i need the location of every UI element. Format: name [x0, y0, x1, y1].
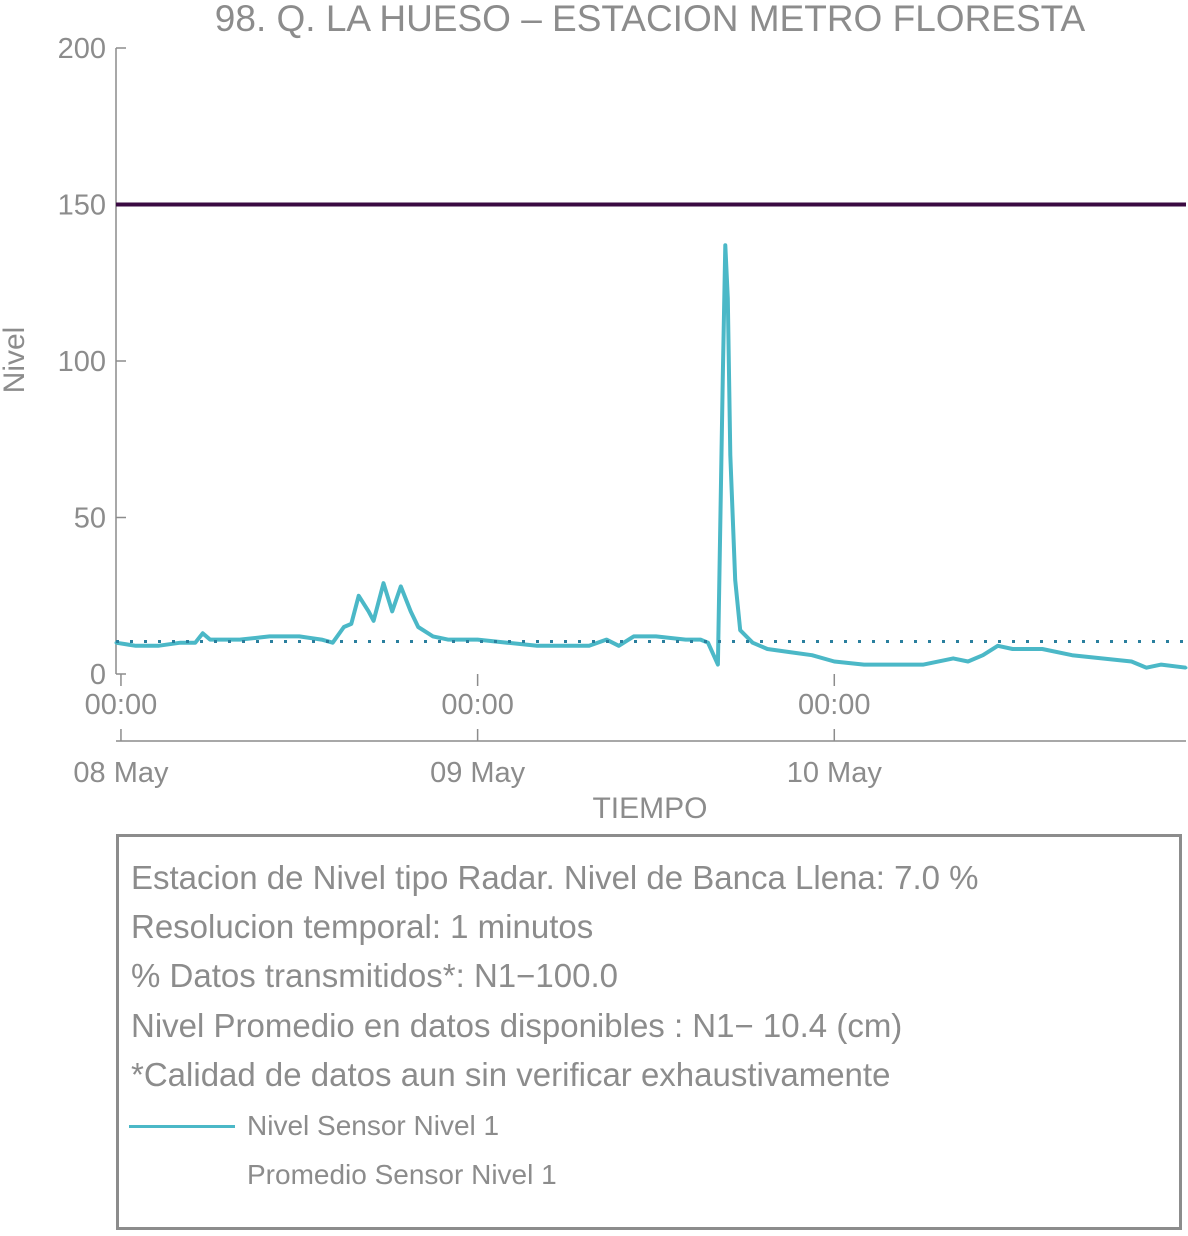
legend-label-nivel: Nivel Sensor Nivel 1 — [247, 1110, 500, 1141]
level-data-point — [320, 638, 324, 642]
level-data-point — [342, 625, 346, 629]
level-data-point — [201, 631, 205, 635]
level-data-point — [416, 625, 420, 629]
level-data-point — [331, 641, 335, 645]
x-tick-date-label: 09 May — [430, 757, 526, 789]
level-data-point — [738, 628, 742, 632]
level-data-point — [1144, 666, 1148, 670]
level-data-point — [617, 644, 621, 648]
level-data-point — [684, 638, 688, 642]
level-data-point — [765, 647, 769, 651]
level-data-point — [357, 594, 361, 598]
level-data-point — [981, 653, 985, 657]
level-data-point — [409, 609, 413, 613]
info-line-station: Estacion de Nivel tipo Radar. Nivel de B… — [131, 859, 979, 896]
level-data-point — [399, 584, 403, 588]
level-data-point — [390, 609, 394, 613]
y-tick-label: 200 — [58, 33, 106, 65]
level-data-point — [156, 644, 160, 648]
level-data-point — [733, 578, 737, 582]
level-data-point — [1159, 663, 1163, 667]
info-line-average: Nivel Promedio en datos disponibles : N1… — [131, 1007, 903, 1044]
y-tick-label: 150 — [58, 190, 106, 222]
level-data-point — [587, 644, 591, 648]
level-data-point — [565, 644, 569, 648]
level-data-point — [751, 641, 755, 645]
level-data-point — [832, 660, 836, 663]
level-data-point — [632, 634, 636, 638]
level-data-point — [297, 634, 301, 638]
level-data-point — [1011, 647, 1015, 651]
x-tick-time-label: 00:00 — [798, 689, 871, 721]
level-data-point — [208, 638, 212, 642]
y-ticks: 0 50 100 150 200 — [58, 33, 126, 691]
level-data-point — [1130, 660, 1133, 663]
level-data-point — [238, 638, 242, 642]
level-data-point — [431, 634, 435, 638]
level-data-point — [268, 634, 272, 638]
x-tick-time-label: 00:00 — [441, 689, 514, 721]
level-data-point — [862, 663, 866, 667]
x-axis-label: TIEMPO — [592, 792, 707, 825]
y-tick-label: 50 — [74, 503, 106, 535]
level-data-point — [966, 660, 970, 663]
info-box: Estacion de Nivel tipo Radar. Nivel de B… — [116, 834, 1182, 1230]
level-data-point — [996, 644, 1000, 648]
legend-label-promedio: Promedio Sensor Nivel 1 — [247, 1159, 557, 1190]
info-line-quality-note: *Calidad de datos aun sin verificar exha… — [131, 1056, 891, 1093]
level-data-point — [728, 453, 732, 457]
level-data-point — [723, 243, 727, 247]
level-data-point — [892, 663, 896, 667]
level-data-point — [951, 656, 955, 660]
level-data-point — [1184, 666, 1188, 670]
info-line-resolution: Resolucion temporal: 1 minutos — [131, 908, 594, 945]
level-data-point — [788, 650, 792, 654]
info-line-transmitted: % Datos transmitidos*: N1−100.0 — [131, 957, 618, 994]
plot-area — [114, 202, 1188, 670]
level-data-point — [134, 644, 138, 648]
level-data-point — [726, 296, 730, 300]
x-tick-time-label: 00:00 — [85, 689, 158, 721]
x-tick-date-label: 10 May — [787, 757, 883, 789]
x-tick-date-label: 08 May — [73, 757, 169, 789]
y-axis-label: Nivel — [0, 327, 31, 394]
level-data-point — [372, 619, 376, 623]
x-ticks: 00:00 08 May 00:00 09 May 00:00 10 May — [73, 674, 882, 789]
chart-title: 98. Q. LA HUESO – ESTACION METRO FLOREST… — [215, 0, 1086, 39]
level-data-point — [349, 622, 353, 626]
level-data-point — [367, 609, 371, 613]
level-data-point — [706, 641, 710, 645]
level-data-point — [446, 638, 450, 642]
level-data-point — [193, 641, 197, 645]
level-data-point — [721, 375, 725, 379]
legend-swatch-solid — [129, 1125, 235, 1128]
level-series-line — [115, 243, 1187, 670]
level-data-point — [922, 663, 925, 667]
level-data-point — [178, 641, 182, 645]
level-data-point — [1070, 653, 1074, 657]
level-data-point — [382, 581, 385, 585]
level-chart: 98. Q. LA HUESO – ESTACION METRO FLOREST… — [0, 0, 1188, 825]
level-data-point — [535, 644, 539, 648]
y-tick-label: 0 — [90, 659, 106, 691]
level-data-point — [476, 638, 480, 642]
level-data-point — [654, 634, 658, 638]
level-data-point — [810, 653, 814, 657]
level-data-point — [699, 638, 702, 642]
level-data-point — [716, 663, 720, 667]
level-data-point — [1100, 656, 1104, 660]
y-tick-label: 100 — [58, 346, 106, 378]
level-data-point — [1040, 647, 1044, 651]
